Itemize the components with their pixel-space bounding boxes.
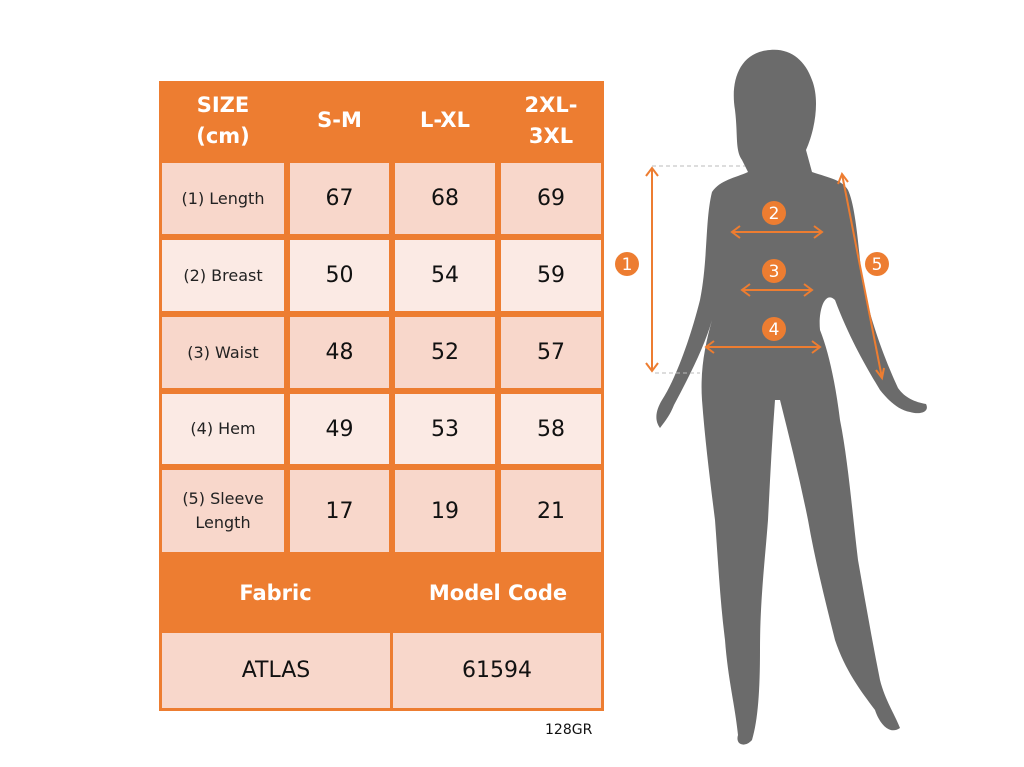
header-size: SIZE (cm) [196, 92, 250, 148]
marker-2: 2 [762, 201, 786, 225]
size-value: 69 [501, 163, 601, 234]
marker-5: 5 [865, 252, 889, 276]
row-label: (2) Breast [162, 240, 284, 311]
size-value: 54 [395, 240, 495, 311]
svg-text:1: 1 [622, 255, 633, 275]
svg-text:3: 3 [769, 262, 780, 282]
model-code-value: 61594 [393, 633, 601, 708]
sleeve-arrow [841, 173, 883, 379]
header-l-xl: L-XL [420, 108, 470, 132]
size-value: 50 [290, 240, 389, 311]
row-label: (1) Length [162, 163, 284, 234]
size-value: 57 [501, 317, 601, 388]
size-value: 68 [395, 163, 495, 234]
row-label: (5) Sleeve Length [162, 470, 284, 552]
svg-text:5: 5 [872, 255, 883, 275]
header-s-m: S-M [317, 108, 362, 132]
header-2xl-3xl: 2XL- 3XL [524, 92, 578, 148]
size-value: 58 [501, 394, 601, 464]
marker-4: 4 [762, 317, 786, 341]
svg-text:4: 4 [769, 320, 780, 340]
size-value: 59 [501, 240, 601, 311]
size-value: 21 [501, 470, 601, 552]
size-value: 52 [395, 317, 495, 388]
svg-text:2: 2 [769, 204, 780, 224]
size-value: 49 [290, 394, 389, 464]
product-code: 128GR [545, 722, 593, 738]
marker-1: 1 [615, 252, 639, 276]
size-value: 48 [290, 317, 389, 388]
woman-silhouette [656, 49, 927, 745]
size-value: 19 [395, 470, 495, 552]
fabric-value: ATLAS [162, 633, 390, 708]
row-label: (3) Waist [162, 317, 284, 388]
marker-3: 3 [762, 259, 786, 283]
row-label: (4) Hem [162, 394, 284, 464]
size-value: 67 [290, 163, 389, 234]
size-chart-table: SIZE (cm) S-M L-XL 2XL- 3XL (1) Length 67… [159, 81, 604, 711]
size-value: 17 [290, 470, 389, 552]
model-code-header: Model Code [428, 581, 568, 605]
size-value: 53 [395, 394, 495, 464]
fabric-header: Fabric [239, 581, 312, 605]
